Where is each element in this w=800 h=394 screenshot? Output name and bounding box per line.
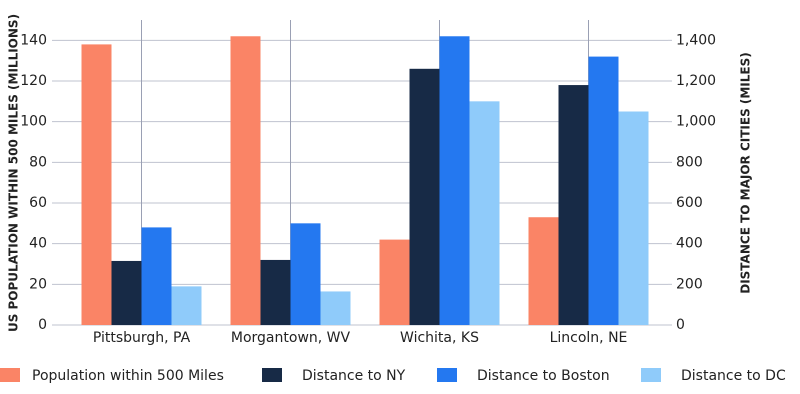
y2-tick-label: 1,400 (676, 32, 716, 48)
y-tick-label: 140 (20, 32, 47, 48)
y-tick-label: 100 (20, 114, 47, 130)
bar (141, 227, 172, 325)
y-tick-label: 0 (38, 317, 47, 333)
y2-tick-label: 1,200 (676, 73, 716, 89)
bar (409, 68, 440, 326)
y2-tick-label: 400 (676, 236, 703, 252)
legend-swatch (262, 368, 282, 382)
y2-tick-label: 200 (676, 276, 703, 292)
y2-tick-label: 1,000 (676, 114, 716, 130)
y2-tick-label: 800 (676, 154, 703, 170)
y-tick-label: 40 (29, 236, 47, 252)
legend-swatch (0, 368, 20, 382)
bar (260, 259, 291, 325)
y-tick-label: 60 (29, 195, 47, 211)
y2-tick-label: 0 (676, 317, 685, 333)
bar (81, 44, 112, 326)
bar (171, 286, 202, 325)
y-tick-label: 80 (29, 154, 47, 170)
bar (558, 85, 589, 325)
bar (290, 223, 321, 325)
legend-label: Population within 500 Miles (32, 368, 224, 384)
y2-axis-title: DISTANCE TO MAJOR CITIES (MILES) (739, 52, 753, 294)
legend-label: Distance to Boston (477, 368, 610, 384)
y-axis-title: US POPULATION WITHIN 500 MILES (MILLIONS… (7, 14, 21, 332)
bar (588, 56, 619, 325)
legend-swatch (437, 368, 457, 382)
bar (379, 239, 410, 325)
bar (320, 291, 351, 325)
legend-swatch (641, 368, 661, 382)
x-tick-label: Wichita, KS (400, 330, 479, 346)
bar (528, 217, 559, 325)
bar (111, 260, 142, 325)
bar (439, 36, 470, 326)
x-tick-label: Morgantown, WV (231, 330, 351, 346)
y-tick-label: 20 (29, 276, 47, 292)
legend-label: Distance to NY (302, 368, 406, 384)
bar (469, 101, 500, 325)
y2-tick-label: 600 (676, 195, 703, 211)
legend-label: Distance to DC (681, 368, 786, 384)
y-tick-label: 120 (20, 73, 47, 89)
x-tick-label: Pittsburgh, PA (93, 330, 191, 346)
x-tick-label: Lincoln, NE (550, 330, 628, 346)
bar (618, 111, 649, 325)
bar (230, 36, 261, 326)
